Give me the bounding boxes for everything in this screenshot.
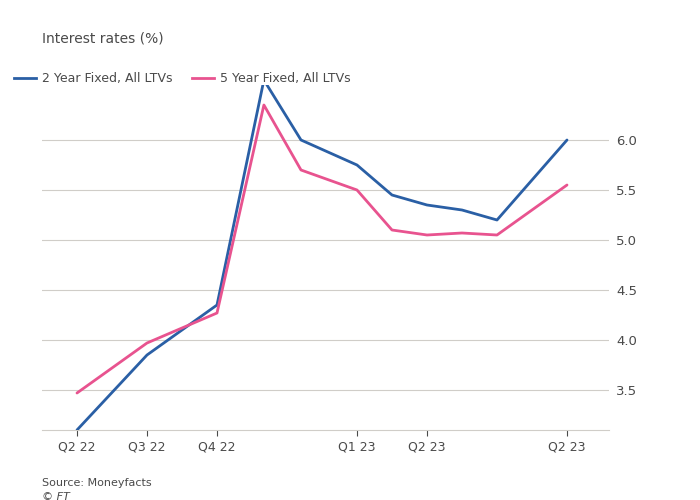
Text: Source: Moneyfacts: Source: Moneyfacts — [42, 478, 152, 488]
Legend: 2 Year Fixed, All LTVs, 5 Year Fixed, All LTVs: 2 Year Fixed, All LTVs, 5 Year Fixed, Al… — [8, 67, 356, 90]
Text: Interest rates (%): Interest rates (%) — [42, 31, 164, 45]
Text: © FT: © FT — [42, 492, 70, 500]
